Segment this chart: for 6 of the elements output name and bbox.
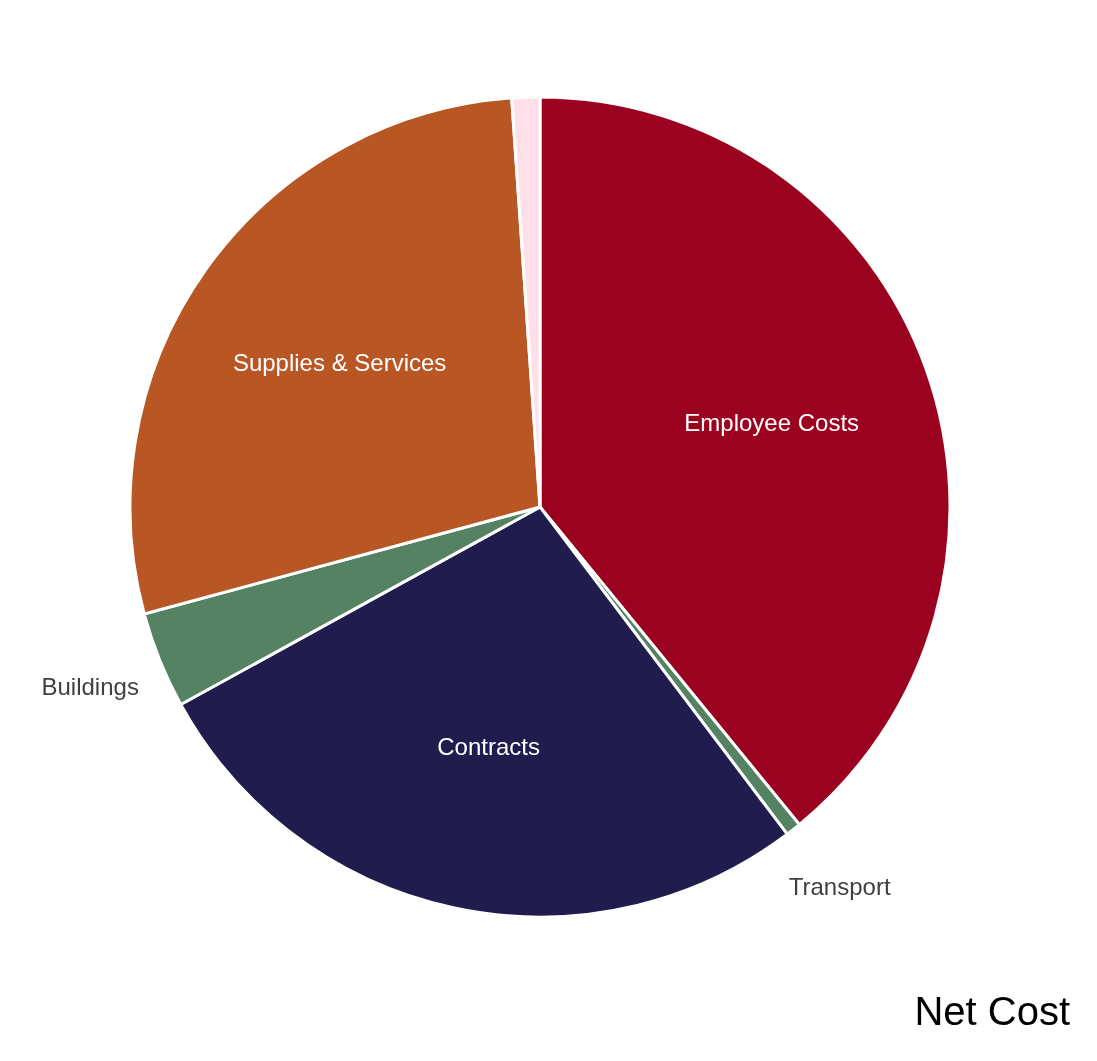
text: Net Cost bbox=[914, 989, 1070, 1034]
slice-label: Supplies & Services bbox=[232, 349, 447, 377]
slice-label: Employee Costs bbox=[684, 409, 860, 437]
slice-label: Contracts bbox=[437, 732, 540, 760]
slice-label: Transport bbox=[788, 873, 891, 901]
slice-label: Buildings bbox=[41, 673, 139, 701]
